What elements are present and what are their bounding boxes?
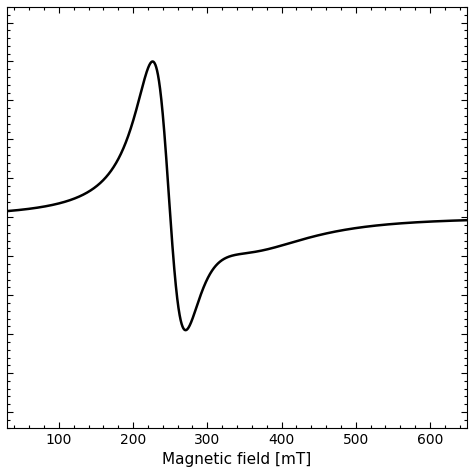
X-axis label: Magnetic field [mT]: Magnetic field [mT] [163, 452, 311, 467]
